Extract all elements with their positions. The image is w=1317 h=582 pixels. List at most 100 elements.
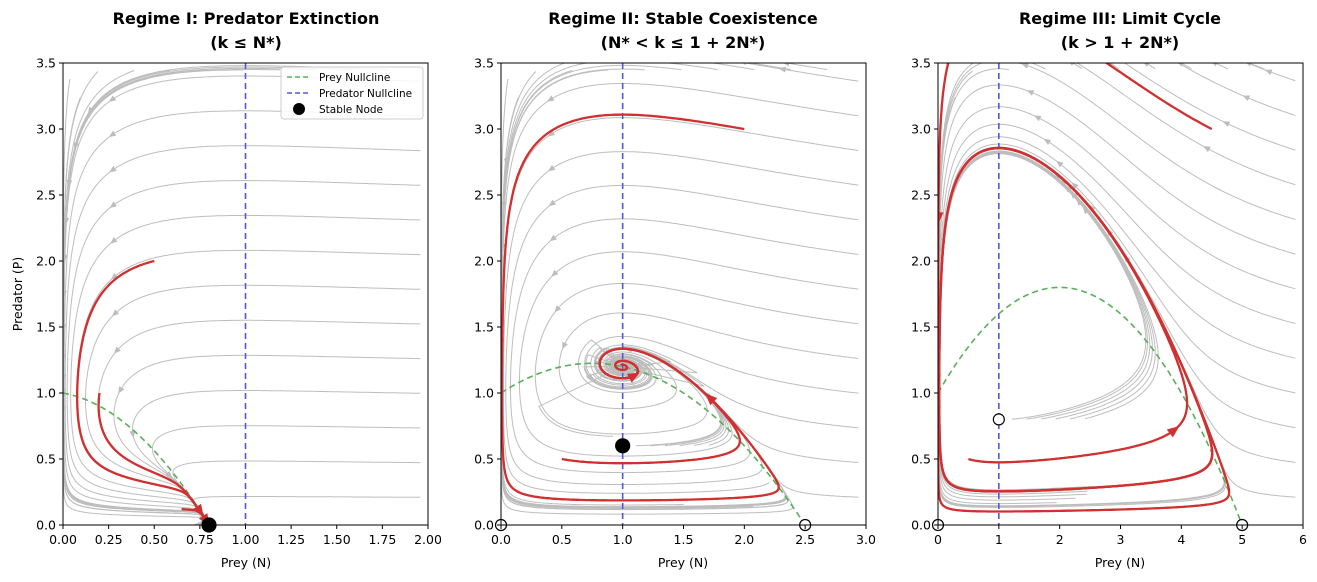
trajectory	[938, 63, 1231, 513]
stream-arrow	[554, 305, 562, 313]
streamline	[63, 110, 421, 525]
legend-box	[280, 66, 424, 120]
stream-arrow	[1026, 90, 1035, 96]
stream-arrow	[1242, 95, 1251, 102]
stream-arrow	[1264, 69, 1273, 76]
streamline	[63, 67, 317, 525]
streamline	[192, 496, 421, 525]
streamline	[938, 123, 1296, 498]
streamline	[783, 63, 828, 71]
chart-subtitle: (k ≤ N*)	[210, 33, 282, 52]
streamline	[76, 249, 421, 525]
y-tick-label: 0.0	[474, 518, 494, 533]
streamline	[1076, 63, 1296, 186]
y-tick-label: 3.5	[911, 56, 931, 71]
x-tick-label: 1	[995, 532, 1003, 547]
y-tick-label: 2.5	[474, 188, 494, 203]
x-tick-label: 0.50	[140, 532, 168, 547]
x-tick-label: 1.75	[368, 532, 396, 547]
y-tick-label: 1.5	[36, 320, 56, 335]
y-tick-label: 2.5	[911, 188, 931, 203]
stream-arrow	[109, 165, 117, 173]
streamline	[1246, 63, 1296, 82]
trajectory-arrow	[1166, 426, 1180, 438]
y-tick-label: 0.5	[911, 452, 931, 467]
panel-regime-2: Regime II: Stable Coexistence (N* < k ≤ …	[474, 9, 876, 570]
x-tick-label: 1.0	[613, 532, 633, 547]
x-tick-label: 6	[1299, 532, 1307, 547]
stream-arrow	[549, 234, 558, 242]
x-tick-label: 3	[1117, 532, 1125, 547]
streamline	[501, 97, 789, 511]
legend-predator-nullcline: Predator Nullcline	[319, 88, 412, 100]
streamline	[63, 75, 421, 523]
y-tick-label: 2.0	[911, 254, 931, 269]
y-tick-label: 3.5	[474, 56, 494, 71]
streamline	[505, 184, 859, 485]
streamline	[938, 78, 1230, 512]
streamline	[501, 83, 859, 506]
y-tick-label: 3.0	[911, 122, 931, 137]
chart-title: Regime III: Limit Cycle	[1019, 9, 1221, 28]
streamline	[97, 319, 421, 525]
stream-arrow	[1033, 115, 1042, 122]
chart-title: Regime I: Predator Extinction	[113, 9, 380, 28]
streamline	[938, 97, 1225, 507]
x-tick-label: 5	[1238, 532, 1246, 547]
plot-area	[938, 63, 1296, 525]
streamline	[938, 70, 1226, 507]
trajectory	[560, 347, 741, 465]
y-tick-label: 3.0	[474, 122, 494, 137]
stream-arrow	[1064, 185, 1072, 193]
stream-arrow	[1244, 63, 1253, 67]
streamlines	[938, 63, 1296, 512]
stream-arrow	[1142, 63, 1151, 68]
stream-arrow	[108, 95, 117, 102]
legend-node-swatch	[293, 103, 305, 115]
streamline	[938, 63, 1296, 508]
x-tick-label: 2	[1056, 532, 1064, 547]
legend: Prey Nullcline Predator Nullcline Stable…	[280, 66, 424, 120]
plot-frame	[500, 62, 867, 526]
x-tick-label: 3.0	[856, 532, 876, 547]
streamline	[63, 78, 209, 525]
stream-arrow	[548, 199, 556, 207]
chart-subtitle: (N* < k ≤ 1 + 2N*)	[601, 33, 766, 52]
streamline	[938, 151, 1156, 491]
prey-nullcline	[63, 392, 210, 525]
y-tick-label: 0.0	[36, 518, 56, 533]
stream-arrow	[118, 386, 125, 394]
y-tick-label: 3.5	[36, 56, 56, 71]
streamline	[63, 66, 353, 525]
y-tick-label: 2.0	[36, 254, 56, 269]
stream-arrow	[586, 373, 594, 381]
streamline	[748, 63, 791, 71]
panel-regime-1: Regime I: Predator Extinction (k ≤ N*) 0…	[10, 9, 442, 570]
streamline	[113, 354, 421, 525]
y-tick-label: 0.0	[911, 518, 931, 533]
stream-arrow	[1043, 138, 1052, 146]
x-tick-label: 0.5	[552, 532, 572, 547]
stream-arrow	[1021, 63, 1029, 69]
x-tick-label: 0	[934, 532, 942, 547]
y-tick-label: 1.5	[911, 320, 931, 335]
stream-arrow	[1056, 160, 1064, 168]
streamline	[1145, 63, 1156, 70]
stream-arrow	[109, 201, 117, 208]
streamline	[1109, 63, 1119, 70]
streamline	[63, 65, 390, 524]
panel-regime-3: Regime III: Limit Cycle (k > 1 + 2N*) 0 1…	[911, 9, 1307, 570]
stream-arrow	[87, 106, 95, 115]
stream-arrow	[1106, 63, 1114, 67]
streamline	[938, 136, 1296, 495]
streamline	[63, 69, 280, 525]
x-tick-label: 0.25	[95, 532, 123, 547]
stream-arrow	[551, 269, 559, 277]
stream-arrow	[547, 164, 556, 172]
x-tick-label: 0.00	[49, 532, 77, 547]
streamline	[1123, 63, 1296, 151]
x-tick-label: 1.5	[674, 532, 694, 547]
y-tick-label: 1.5	[474, 320, 494, 335]
y-tick-label: 3.0	[36, 122, 56, 137]
